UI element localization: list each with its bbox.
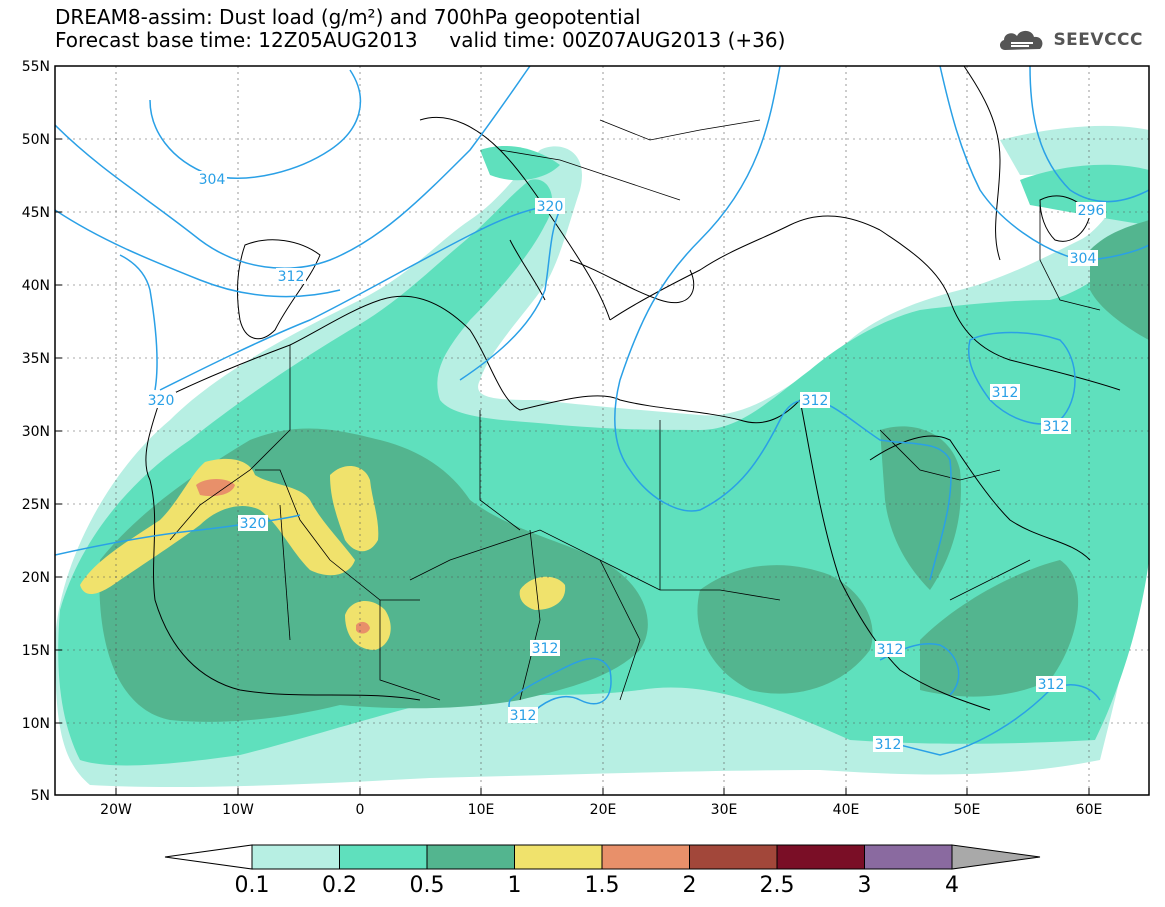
- contour-label: 312: [875, 641, 905, 658]
- lon-label: 50E: [954, 802, 981, 818]
- lat-label: 35N: [22, 351, 50, 367]
- contour-label: 304: [197, 171, 227, 188]
- contour-label: 320: [535, 198, 565, 215]
- colorbar-cells: [251, 844, 953, 870]
- contour-label: 312: [530, 640, 560, 657]
- colorbar-cell: [864, 844, 953, 870]
- colorbar-cell: [426, 844, 515, 870]
- colorbar-min-arrow: [164, 844, 253, 870]
- lon-label: 20E: [590, 802, 617, 818]
- colorbar-level-label: 0.2: [322, 873, 357, 898]
- colorbar-cell: [339, 844, 428, 870]
- lon-label: 60E: [1076, 802, 1103, 818]
- colorbar-max-arrow: [951, 844, 1041, 870]
- colorbar-level-label: 3: [857, 873, 872, 898]
- lon-label: 30E: [711, 802, 738, 818]
- colorbar-cell: [776, 844, 865, 870]
- contour-label: 320: [238, 515, 268, 532]
- lat-label: 40N: [22, 278, 50, 294]
- colorbar-level-label: 2.5: [759, 873, 795, 898]
- lat-label: 55N: [22, 59, 50, 75]
- lat-label: 25N: [22, 497, 50, 513]
- svg-text:312: 312: [1043, 419, 1070, 435]
- svg-text:312: 312: [992, 385, 1019, 401]
- lat-label: 45N: [22, 205, 50, 221]
- contour-label: 320: [146, 392, 176, 409]
- map-title-line2: Forecast base time: 12Z05AUG2013 valid t…: [55, 28, 786, 52]
- seevccc-logo: SEEVCCC: [997, 26, 1143, 54]
- svg-text:320: 320: [148, 393, 175, 409]
- colorbar-cell: [251, 844, 340, 870]
- colorbar-level-label: 0.5: [409, 873, 445, 898]
- contour-label: 304: [1068, 250, 1098, 267]
- svg-text:312: 312: [875, 737, 902, 753]
- svg-text:312: 312: [1038, 677, 1065, 693]
- colorbar: [164, 844, 1041, 870]
- svg-text:320: 320: [537, 199, 564, 215]
- contour-label: 312: [1041, 418, 1071, 435]
- lat-label: 5N: [31, 788, 50, 804]
- cloud-icon: [1000, 30, 1043, 50]
- colorbar-level-label: 1.5: [584, 873, 620, 898]
- contour-label: 312: [276, 268, 306, 285]
- lon-label: 0: [356, 802, 365, 818]
- dust-level-1: [80, 458, 566, 650]
- lat-label: 30N: [22, 424, 50, 440]
- latitude-labels: 55N 50N 45N 40N 35N 30N 25N 20N 15N 10N …: [22, 59, 50, 804]
- logo-text: SEEVCCC: [1053, 30, 1143, 50]
- svg-text:320: 320: [240, 516, 267, 532]
- axis-ticks: [55, 138, 1090, 795]
- contour-label: 312: [990, 384, 1020, 401]
- svg-text:312: 312: [802, 393, 829, 409]
- svg-text:304: 304: [199, 172, 226, 188]
- lat-label: 20N: [22, 570, 50, 586]
- colorbar-cell: [601, 844, 690, 870]
- colorbar-cell: [514, 844, 603, 870]
- colorbar-cell: [689, 844, 778, 870]
- lon-label: 10E: [468, 802, 495, 818]
- contour-label: 312: [800, 392, 830, 409]
- dust-level-1.5: [196, 479, 370, 634]
- colorbar-level-label: 1: [507, 873, 522, 898]
- coastlines: [145, 66, 1121, 711]
- svg-text:304: 304: [1070, 251, 1097, 267]
- contour-label: 312: [873, 736, 903, 753]
- contour-label: 296: [1076, 202, 1106, 219]
- colorbar-level-label: 2: [682, 873, 697, 898]
- svg-text:312: 312: [510, 708, 537, 724]
- contour-labels: 304 312 320 320 320 312 312 312 312 312 …: [0, 0, 1106, 753]
- map-title-line1: DREAM8-assim: Dust load (g/m²) and 700hP…: [55, 5, 641, 29]
- lat-label: 50N: [22, 132, 50, 148]
- graticule: [55, 66, 1149, 795]
- lon-label: 20W: [100, 802, 132, 818]
- colorbar-level-label: 4: [945, 873, 959, 898]
- svg-text:312: 312: [532, 641, 559, 657]
- contour-label: 312: [1036, 676, 1066, 693]
- country-borders: [169, 119, 1101, 701]
- colorbar-level-label: 0.1: [234, 873, 270, 898]
- lon-label: 10W: [222, 802, 254, 818]
- lon-label: 40E: [833, 802, 860, 818]
- lat-label: 10N: [22, 716, 50, 732]
- svg-text:312: 312: [877, 642, 904, 658]
- contour-label: 312: [0, 0, 13, 4]
- longitude-labels: 20W 10W 0 10E 20E 30E 40E 50E 60E: [100, 802, 1102, 818]
- svg-text:296: 296: [1078, 203, 1105, 219]
- svg-text:312: 312: [278, 269, 305, 285]
- lat-label: 15N: [22, 643, 50, 659]
- plot-area: 304 312 320 320 320 312 312 312 312 312 …: [0, 0, 1149, 795]
- contour-label: 312: [508, 707, 538, 724]
